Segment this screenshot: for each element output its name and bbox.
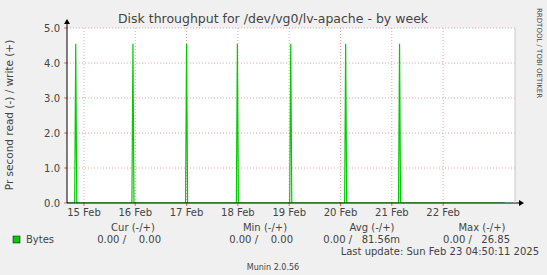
summary-value: 0.00 / 0.00 [229,234,293,245]
y-tick-label: 1.0 [44,163,60,174]
data [67,44,505,203]
x-grid-line [135,28,136,203]
summary-value: 0.00 / 26.85 [443,234,510,245]
x-grid-line [340,28,341,203]
summary-header: Avg (-/+) [350,222,395,233]
footer: Munin 2.0.56 [247,263,299,272]
y-tick-label: 4.0 [44,58,60,69]
y-tick-label: 3.0 [44,93,60,104]
summary-header: Cur (-/+) [111,222,155,233]
summary-value: 0.00 / 81.56m [323,234,400,245]
y-tick-label: 5.0 [44,23,60,34]
summary-header: Max (-/+) [458,222,505,233]
x-grid-line [443,28,444,203]
y-tick-label: 0.0 [44,198,60,209]
x-tick-label: 16 Feb [118,207,152,218]
y-tick-label: 2.0 [44,128,60,139]
series-line [67,44,505,203]
plot-area [67,28,515,203]
y-grid-line [67,28,515,29]
x-tick-label: 17 Feb [170,207,204,218]
x-tick-label: 21 Feb [375,207,409,218]
x-axis-arrow [519,200,524,206]
last-update: Last update: Sun Feb 23 04:50:11 2025 [341,246,539,257]
y-axis [67,22,68,203]
y-axis-label: Pr second read (-) / write (+) [3,40,15,191]
legend-label: Bytes [26,234,54,245]
x-tick-label: 18 Feb [221,207,255,218]
legend-swatch [13,236,20,243]
background [0,0,547,275]
watermark: RRDTOOL / TOBI OETIKER [535,8,543,98]
x-tick-label: 19 Feb [272,207,306,218]
chart: Disk throughput for /dev/vg0/lv-apache -… [0,0,547,275]
plot-frame [515,28,516,203]
summary-value: 0.00 / 0.00 [97,234,161,245]
title: Disk throughput for /dev/vg0/lv-apache -… [118,11,429,26]
x-grid-line [83,28,84,203]
grid [67,28,515,203]
x-grid-line [391,28,392,203]
summary-header: Min (-/+) [243,222,287,233]
x-axis [67,203,521,204]
x-tick-label: 22 Feb [426,207,460,218]
x-tick-label: 20 Feb [324,207,358,218]
x-tick-label: 15 Feb [67,207,101,218]
y-axis-arrow [64,19,70,24]
